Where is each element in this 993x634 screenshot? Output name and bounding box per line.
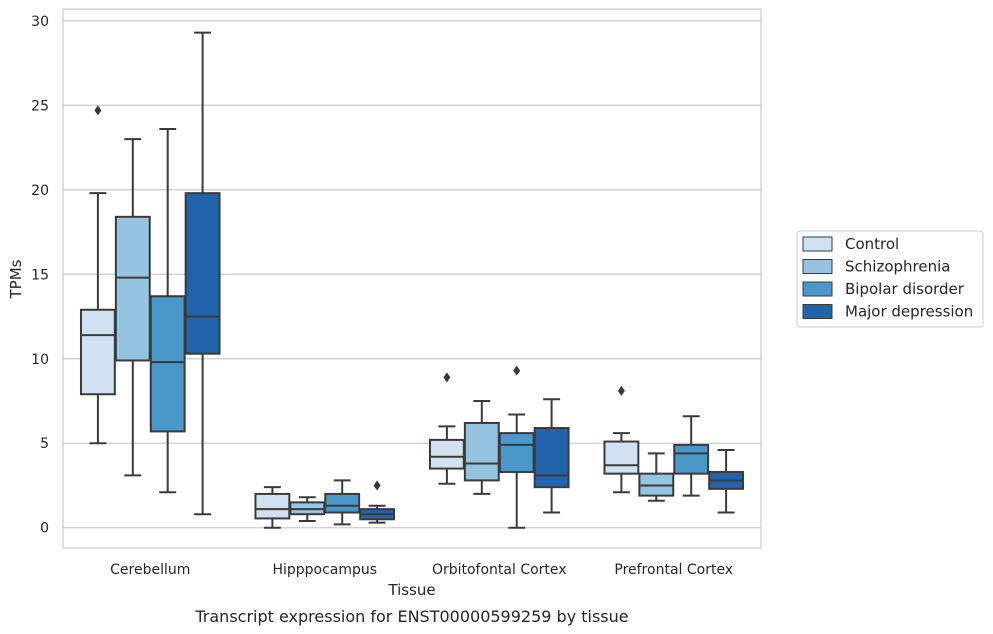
iqr-box — [498, 432, 535, 473]
box-series — [79, 31, 745, 529]
iqr-box — [184, 192, 221, 355]
iqr-box — [254, 492, 291, 520]
box-cerebellum-bipolar-disorder — [149, 127, 186, 494]
box-cerebellum-major-depression — [184, 31, 221, 516]
legend-swatch-bipolar-disorder — [802, 281, 833, 297]
outlier-point — [94, 105, 102, 116]
iqr-box — [673, 443, 710, 475]
legend-frame — [796, 230, 984, 328]
outlier-point — [617, 385, 625, 396]
y-axis-ticks: 0 5 10 15 20 25 30 — [31, 14, 49, 537]
legend: Control Schizophrenia Bipolar disorder Majo… — [796, 230, 984, 328]
y-tick-label: 15 — [31, 267, 49, 283]
x-axis-ticks: Cerebellum Hipppocampus Orbitofontal Corte… — [110, 562, 733, 578]
box-prefrontal-cortex-major-depression — [708, 449, 745, 514]
box-cerebellum-schizophrenia — [114, 138, 151, 477]
box-orbitofontal-cortex-schizophrenia — [463, 400, 500, 495]
y-tick-label: 20 — [31, 183, 49, 199]
y-tick-label: 25 — [31, 98, 49, 114]
box-prefrontal-cortex-schizophrenia — [638, 452, 675, 502]
y-tick-label: 30 — [31, 14, 49, 30]
y-tick-label: 0 — [40, 521, 49, 537]
iqr-box — [463, 421, 500, 482]
box-hipppocampus-bipolar-disorder — [324, 479, 361, 526]
box-orbitofontal-cortex-control — [428, 372, 465, 485]
outlier-point — [513, 365, 521, 376]
legend-swatch-schizophrenia — [802, 259, 833, 274]
iqr-box — [149, 295, 186, 433]
legend-label-bipolar-disorder: Bipolar disorder — [845, 280, 965, 298]
grid-lines — [63, 20, 761, 529]
iqr-box — [603, 440, 640, 475]
x-tick-label-orbitofontal-cortex: Orbitofontal Cortex — [432, 562, 567, 578]
iqr-box — [79, 308, 116, 396]
y-tick-label: 10 — [31, 352, 49, 368]
legend-swatch-control — [802, 236, 833, 252]
chart-caption: Transcript expression for ENST0000059925… — [194, 607, 628, 626]
box-cerebellum-control — [79, 105, 116, 445]
x-tick-label-cerebellum: Cerebellum — [110, 562, 190, 578]
iqr-box — [324, 492, 361, 514]
box-hipppocampus-major-depression — [359, 480, 396, 524]
legend-swatch-major-depression — [802, 304, 833, 319]
outlier-point — [443, 372, 451, 383]
box-orbitofontal-cortex-major-depression — [533, 398, 570, 514]
x-tick-label-prefrontal-cortex: Prefrontal Cortex — [614, 562, 733, 578]
outlier-point — [373, 480, 381, 491]
legend-label-major-depression: Major depression — [845, 303, 973, 321]
iqr-box — [533, 427, 570, 489]
x-tick-label-hipppocampus: Hipppocampus — [272, 562, 377, 578]
x-axis-title: Tissue — [387, 581, 435, 599]
box-prefrontal-cortex-control — [603, 385, 640, 494]
box-prefrontal-cortex-bipolar-disorder — [673, 415, 710, 497]
legend-label-schizophrenia: Schizophrenia — [845, 258, 950, 276]
iqr-box — [114, 215, 151, 362]
plot-area — [62, 8, 762, 549]
iqr-box — [428, 438, 465, 470]
y-axis-title: TPMs — [7, 259, 25, 299]
box-hipppocampus-schizophrenia — [289, 496, 326, 522]
legend-label-control: Control — [845, 235, 899, 253]
y-tick-label: 5 — [40, 436, 49, 452]
box-orbitofontal-cortex-bipolar-disorder — [498, 365, 535, 529]
box-hipppocampus-control — [254, 486, 291, 529]
